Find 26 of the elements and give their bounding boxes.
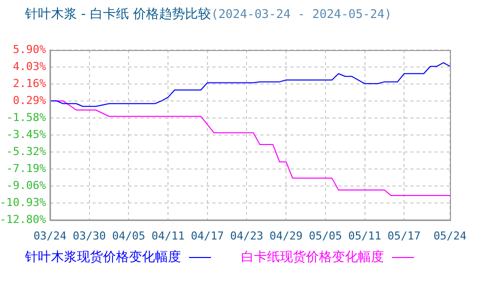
x-tick-label: 04/05 bbox=[112, 229, 146, 242]
y-tick-label: 0.29% bbox=[12, 94, 46, 107]
y-tick-label: 2.16% bbox=[12, 76, 46, 90]
x-tick-label: 05/05 bbox=[308, 229, 342, 242]
x-tick-label: 04/23 bbox=[230, 229, 264, 242]
y-tick-label: -9.06% bbox=[6, 178, 46, 192]
x-tick-label: 05/17 bbox=[388, 229, 421, 242]
y-tick-label: 4.03% bbox=[12, 60, 46, 73]
legend-label: 针叶木浆现货价格变化幅度 bbox=[25, 249, 181, 266]
y-tick-label: -3.45% bbox=[6, 128, 46, 141]
chart-title: 针叶木浆 - 白卡纸 价格趋势比较 bbox=[25, 7, 212, 22]
x-tick-label: 04/11 bbox=[151, 229, 185, 242]
y-tick-label: 5.90% bbox=[12, 42, 46, 56]
x-tick-label: 04/29 bbox=[270, 229, 303, 242]
legend-label: 白卡纸现货价格变化幅度 bbox=[241, 249, 384, 266]
y-tick-label: -12.80% bbox=[0, 212, 46, 226]
x-tick-label: 04/17 bbox=[190, 229, 224, 242]
x-tick-label: 05/24 bbox=[433, 229, 467, 242]
x-tick-label: 05/11 bbox=[348, 229, 382, 242]
x-tick-label: 03/30 bbox=[72, 229, 106, 242]
chart-subtitle: (2024-03-24 - 2024-05-24) bbox=[211, 7, 392, 21]
y-tick-label: -5.32% bbox=[6, 144, 46, 158]
y-tick-label: -7.19% bbox=[6, 162, 46, 175]
y-tick-label: -10.93% bbox=[0, 196, 46, 209]
x-tick-label: 03/24 bbox=[33, 229, 67, 242]
y-tick-label: -1.58% bbox=[6, 110, 46, 124]
